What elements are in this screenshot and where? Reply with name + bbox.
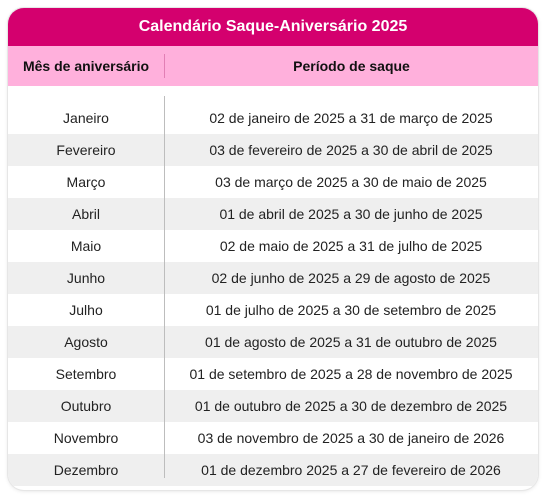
cell-period: 03 de fevereiro de 2025 a 30 de abril de… — [209, 142, 493, 158]
calendar-card: Calendário Saque-Aniversário 2025 Mês de… — [8, 8, 538, 490]
table-body: Janeiro 02 de janeiro de 2025 a 31 de ma… — [8, 86, 538, 486]
cell-month: Março — [66, 174, 106, 190]
cell-month: Setembro — [55, 366, 117, 382]
cell-period: 01 de outubro de 2025 a 30 de dezembro d… — [194, 398, 508, 414]
cell-month: Julho — [69, 302, 103, 318]
cell-month: Junho — [66, 270, 106, 286]
table-title: Calendário Saque-Aniversário 2025 — [8, 8, 538, 46]
table-header-row: Mês de aniversário Período de saque — [8, 46, 538, 86]
cell-month: Abril — [71, 206, 100, 222]
cell-month: Novembro — [53, 430, 119, 446]
table-row: Julho 01 de julho de 2025 a 30 de setemb… — [8, 294, 538, 326]
cell-month: Agosto — [64, 334, 108, 350]
table-row: Outubro 01 de outubro de 2025 a 30 de de… — [8, 390, 538, 422]
table-row: Junho 02 de junho de 2025 a 29 de agosto… — [8, 262, 538, 294]
cell-month: Maio — [70, 238, 102, 254]
table-row: Setembro 01 de setembro de 2025 a 28 de … — [8, 358, 538, 390]
table-row: Março 03 de março de 2025 a 30 de maio d… — [8, 166, 538, 198]
column-divider — [164, 96, 165, 478]
cell-period: 01 de julho de 2025 a 30 de setembro de … — [205, 302, 497, 318]
table-row: Fevereiro 03 de fevereiro de 2025 a 30 d… — [8, 134, 538, 166]
table-row: Janeiro 02 de janeiro de 2025 a 31 de ma… — [8, 102, 538, 134]
cell-period: 01 de setembro de 2025 a 28 de novembro … — [189, 366, 513, 382]
header-period: Período de saque — [293, 58, 410, 74]
table-row: Novembro 03 de novembro de 2025 a 30 de … — [8, 422, 538, 454]
cell-month: Dezembro — [53, 462, 119, 478]
cell-period: 01 de dezembro 2025 a 27 de fevereiro de… — [201, 462, 501, 478]
cell-period: 03 de março de 2025 a 30 de maio de 2025 — [215, 174, 487, 190]
table-row: Dezembro 01 de dezembro 2025 a 27 de fev… — [8, 454, 538, 486]
cell-period: 02 de junho de 2025 a 29 de agosto de 20… — [211, 270, 491, 286]
cell-period: 01 de abril de 2025 a 30 de junho de 202… — [219, 206, 483, 222]
table-row: Abril 01 de abril de 2025 a 30 de junho … — [8, 198, 538, 230]
cell-period: 03 de novembro de 2025 a 30 de janeiro d… — [197, 430, 505, 446]
table-row: Agosto 01 de agosto de 2025 a 31 de outu… — [8, 326, 538, 358]
cell-month: Outubro — [60, 398, 112, 414]
table-row: Maio 02 de maio de 2025 a 31 de julho de… — [8, 230, 538, 262]
cell-period: 02 de maio de 2025 a 31 de julho de 2025 — [219, 238, 483, 254]
cell-month: Janeiro — [63, 110, 109, 126]
cell-period: 01 de agosto de 2025 a 31 de outubro de … — [205, 334, 497, 350]
header-month: Mês de aniversário — [8, 54, 165, 78]
cell-month: Fevereiro — [56, 142, 116, 158]
cell-period: 02 de janeiro de 2025 a 31 de março de 2… — [209, 110, 493, 126]
